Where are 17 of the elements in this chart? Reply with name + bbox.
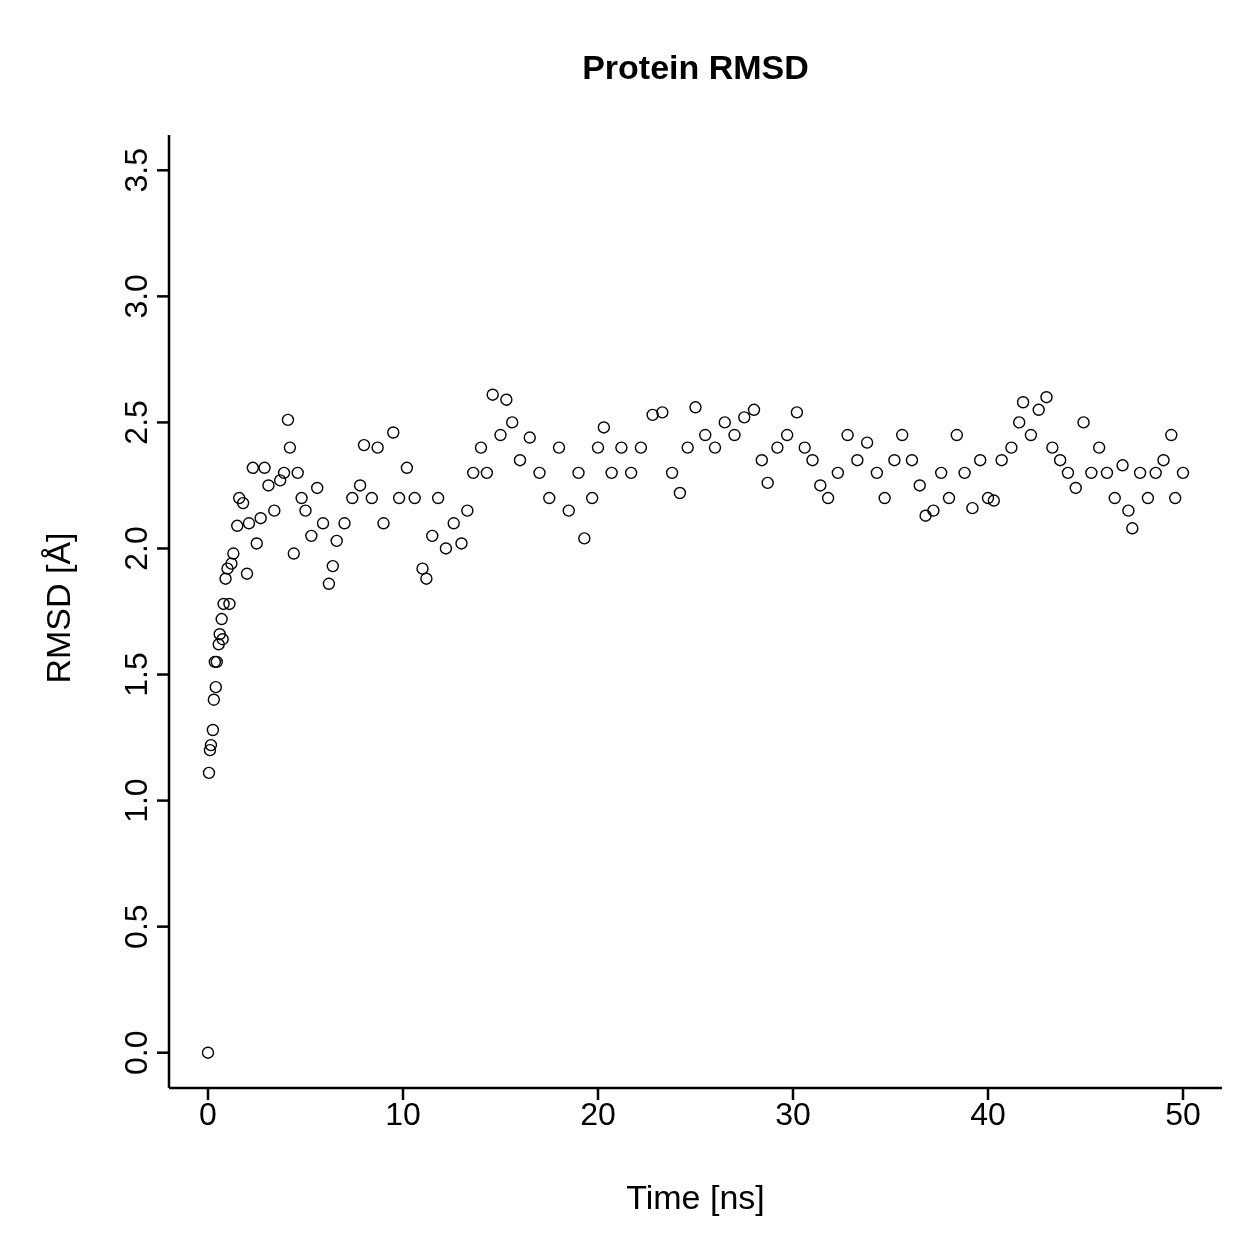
y-tick-label: 0.0 [118, 1030, 154, 1075]
y-tick-label: 2.0 [118, 526, 154, 571]
x-tick-label: 10 [385, 1095, 421, 1132]
x-tick-label: 20 [580, 1095, 616, 1132]
y-tick-label: 0.5 [118, 904, 154, 949]
chart-title: Protein RMSD [581, 48, 810, 87]
y-axis-title: RMSD [Å] [38, 532, 78, 684]
y-tick-label: 3.0 [118, 274, 154, 319]
x-axis-title: Time [ns] [625, 1178, 766, 1217]
x-tick-label: 40 [970, 1095, 1006, 1132]
y-tick-label: 3.5 [118, 148, 154, 193]
x-tick-label: 50 [1165, 1095, 1201, 1132]
x-tick-label: 0 [199, 1095, 217, 1132]
y-tick-label: 2.5 [118, 400, 154, 445]
y-tick-label: 1.0 [118, 778, 154, 823]
x-tick-label: 30 [775, 1095, 811, 1132]
y-tick-label: 1.5 [118, 652, 154, 697]
